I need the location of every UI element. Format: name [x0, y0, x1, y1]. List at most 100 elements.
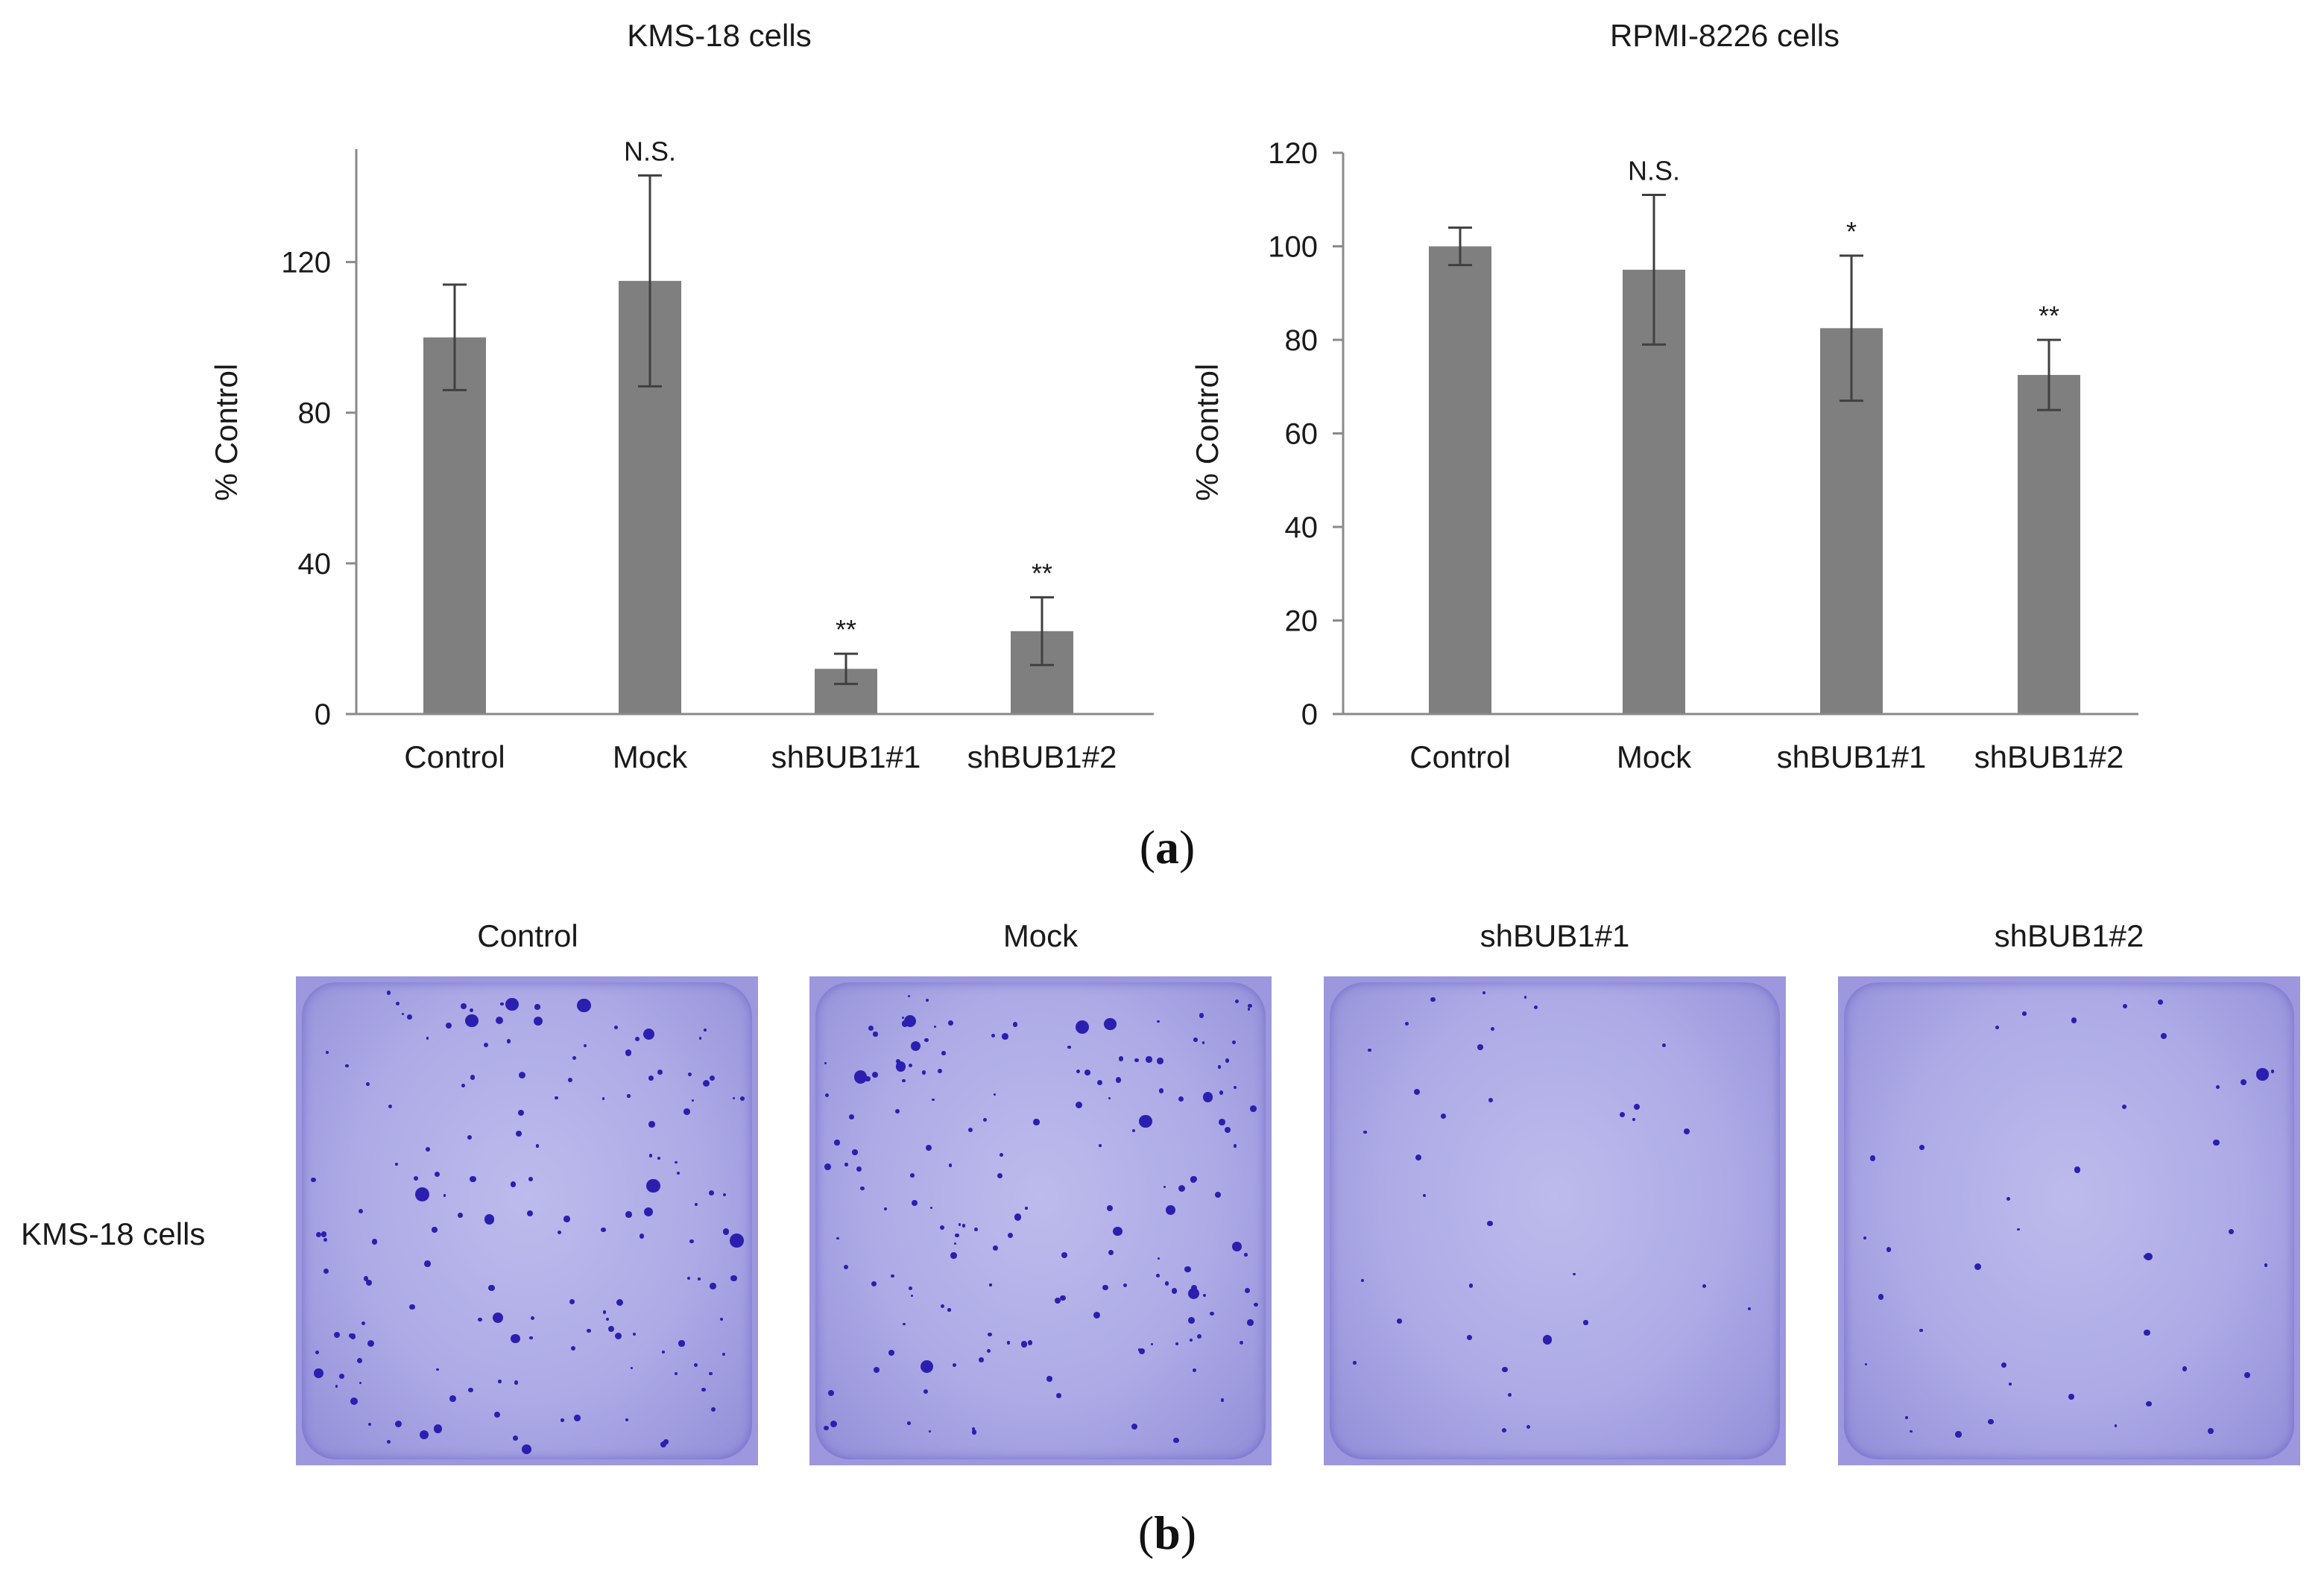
colony-dot	[701, 1387, 706, 1392]
colony-dot	[498, 1380, 502, 1383]
colony-dot	[335, 1384, 338, 1388]
colony-dot	[1012, 1022, 1018, 1027]
colony-dot	[1747, 1307, 1752, 1311]
colony-dot	[1108, 1249, 1114, 1256]
colony-dot	[1157, 1058, 1163, 1064]
colony-dot	[925, 1145, 932, 1152]
colony-dot	[1218, 1119, 1225, 1125]
colony-dot	[2146, 1400, 2152, 1407]
y-tick-label: 40	[1285, 511, 1319, 544]
colony-dot	[1027, 1340, 1033, 1345]
colony-dot	[493, 1312, 504, 1323]
colony-dot	[639, 1234, 645, 1239]
colony-dot	[871, 1072, 878, 1078]
colony-dot	[1076, 1101, 1083, 1108]
colony-dot	[388, 1104, 393, 1109]
colony-dot	[896, 1058, 900, 1064]
colony-dot	[849, 1114, 855, 1120]
colony-dot	[926, 999, 929, 1002]
colony-dot	[695, 1203, 698, 1206]
colony-dot	[689, 1239, 695, 1244]
colony-dot	[1108, 1096, 1111, 1099]
colony-dot	[1988, 1419, 1994, 1425]
colony-dot	[627, 1094, 631, 1098]
colony-dot	[2122, 1104, 2127, 1110]
colony-dot	[1137, 1348, 1141, 1351]
colony-dot	[1104, 1017, 1117, 1031]
colony-dot	[1055, 1297, 1061, 1304]
colony-dot	[683, 1108, 690, 1116]
colony-dot	[888, 1350, 894, 1356]
colony-dot	[511, 1333, 521, 1344]
colony-dot	[909, 1286, 913, 1290]
colony-dot	[1995, 1025, 2000, 1029]
colony-dot	[608, 1325, 615, 1332]
colony-dot	[1099, 1144, 1102, 1148]
colony-dot	[648, 1076, 654, 1081]
colony-dot	[1225, 1058, 1230, 1064]
colony-dot	[648, 1121, 655, 1128]
colony-dot	[625, 1418, 628, 1422]
colony-dot	[527, 1210, 534, 1217]
colony-dot	[470, 1075, 476, 1080]
colony-dot	[1415, 1154, 1422, 1161]
colony-dot	[634, 1036, 640, 1041]
colony-dot	[923, 1389, 929, 1395]
colony-dot	[2264, 1263, 2268, 1267]
colony-dot	[1093, 1312, 1101, 1319]
colony-dot	[910, 1173, 915, 1178]
colony-dot	[1033, 1119, 1040, 1125]
significance-label: **	[2039, 300, 2059, 331]
colony-dot	[938, 1069, 943, 1074]
colony-dot	[1534, 1005, 1538, 1010]
colony-dot	[895, 1061, 906, 1072]
bar	[1429, 246, 1491, 714]
colony-dot	[443, 1194, 446, 1198]
colony-dot	[1468, 1283, 1474, 1288]
rpmi8226-bar-chart: RPMI-8226 cells % Control 0 20 40 60 80 100 12…	[1190, 18, 2138, 774]
colony-dot	[1056, 1393, 1062, 1399]
colony-dot	[722, 1193, 726, 1197]
colony-dot	[1404, 1021, 1409, 1026]
colony-dot	[577, 998, 591, 1013]
colony-dot	[359, 1209, 363, 1214]
colony-dot	[1084, 1069, 1091, 1076]
colony-dot	[2157, 999, 2163, 1005]
colony-dot	[988, 1332, 992, 1336]
plate-shbub1-2	[1838, 976, 2300, 1465]
bar	[423, 337, 486, 714]
colony-dot	[911, 1200, 918, 1207]
colony-dot	[478, 1317, 482, 1321]
colony-dot	[983, 1117, 988, 1122]
x-tick-label: shBUB1#2	[967, 739, 1117, 774]
colony-dot	[1220, 1398, 1225, 1402]
colony-dot	[1583, 1320, 1588, 1325]
colony-dot	[967, 1128, 973, 1133]
colony-dot	[2009, 1383, 2012, 1386]
colony-dot	[1361, 1279, 1364, 1283]
colony-dot	[894, 1108, 900, 1114]
colony-dot	[493, 1411, 501, 1418]
significance-label: **	[836, 614, 856, 645]
colony-dot	[449, 1395, 456, 1402]
colony-dot	[1097, 1079, 1103, 1085]
colony-dot	[844, 1264, 849, 1269]
colony-dot	[1150, 1343, 1153, 1346]
colony-dot	[601, 1227, 607, 1233]
colony-dot	[1878, 1293, 1884, 1300]
bars: Control N.S. Mock ** shBUB1#1 ** shBUB1#2	[404, 136, 1117, 774]
colony-dot	[518, 1110, 525, 1116]
colony-dot	[1440, 1113, 1446, 1119]
colony-dot	[902, 1078, 906, 1083]
colony-dot	[1477, 1043, 1484, 1050]
colony-dot	[367, 1340, 375, 1348]
plate-title-control: Control	[477, 918, 578, 953]
row-label: KMS-18 cells	[21, 1216, 206, 1251]
colony-dot	[730, 1275, 737, 1281]
colony-dot	[1000, 1153, 1004, 1157]
colony-dot	[434, 1171, 441, 1177]
colony-dot	[907, 995, 910, 998]
colony-dot	[1163, 1186, 1166, 1189]
colony-dot	[350, 1397, 359, 1406]
colony-dot	[1134, 1058, 1139, 1063]
